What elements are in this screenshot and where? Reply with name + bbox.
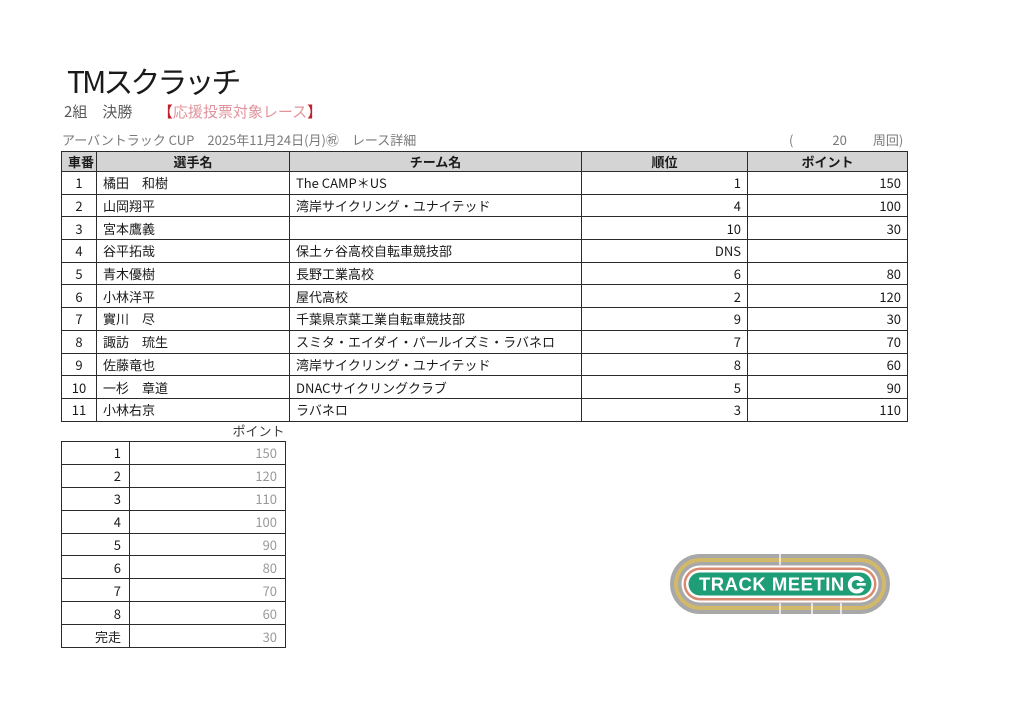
svg-text:TRACK MEETIN: TRACK MEETIN — [699, 574, 845, 595]
